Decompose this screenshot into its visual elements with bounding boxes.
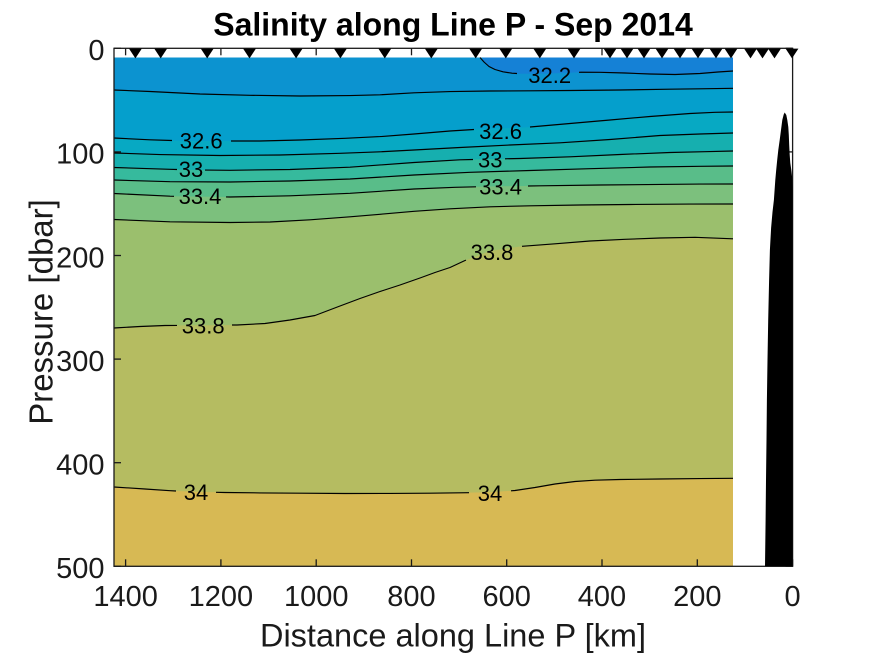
svg-text:34: 34 xyxy=(184,480,208,505)
svg-text:1400: 1400 xyxy=(93,581,158,613)
svg-text:600: 600 xyxy=(483,581,531,613)
svg-text:Distance along Line P [km]: Distance along Line P [km] xyxy=(260,618,646,654)
svg-text:300: 300 xyxy=(56,346,104,378)
svg-text:34: 34 xyxy=(478,481,502,506)
svg-text:1000: 1000 xyxy=(284,581,349,613)
svg-text:32.2: 32.2 xyxy=(528,63,571,88)
svg-text:200: 200 xyxy=(673,581,721,613)
svg-text:400: 400 xyxy=(578,581,626,613)
svg-text:33.4: 33.4 xyxy=(479,175,522,200)
svg-text:Salinity along Line P - Sep 20: Salinity along Line P - Sep 2014 xyxy=(213,7,693,43)
svg-text:1200: 1200 xyxy=(189,581,254,613)
svg-text:0: 0 xyxy=(785,581,801,613)
svg-text:0: 0 xyxy=(88,35,104,67)
svg-text:32.6: 32.6 xyxy=(180,129,223,154)
svg-text:33.4: 33.4 xyxy=(179,184,222,209)
svg-text:800: 800 xyxy=(387,581,435,613)
svg-text:400: 400 xyxy=(56,450,104,482)
svg-text:33: 33 xyxy=(179,157,203,182)
svg-text:33.8: 33.8 xyxy=(471,240,514,265)
svg-text:100: 100 xyxy=(56,139,104,171)
svg-text:33: 33 xyxy=(478,147,502,172)
svg-text:200: 200 xyxy=(56,242,104,274)
svg-text:500: 500 xyxy=(56,553,104,585)
svg-text:Pressure [dbar]: Pressure [dbar] xyxy=(23,199,60,425)
svg-text:33.8: 33.8 xyxy=(182,314,225,339)
svg-text:32.6: 32.6 xyxy=(479,119,522,144)
